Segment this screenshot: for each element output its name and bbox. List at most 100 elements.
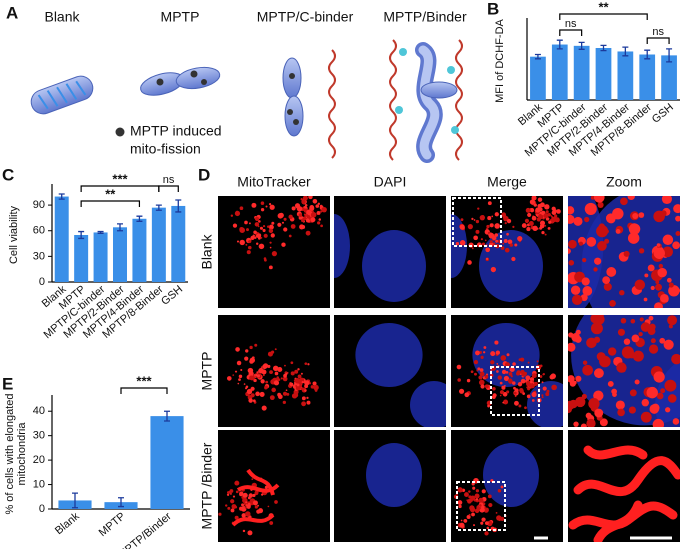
mito-spot	[458, 388, 465, 394]
mito-spot	[256, 233, 262, 239]
mito-spot	[475, 350, 480, 356]
mito-spot	[538, 215, 540, 218]
mito-spot	[544, 224, 547, 227]
mito-spot	[472, 486, 476, 490]
mito-spot	[483, 351, 486, 354]
mito-spot	[272, 365, 279, 372]
mito-spot	[317, 221, 321, 225]
mito-spot	[518, 358, 522, 362]
mito-spot	[291, 206, 296, 211]
mito-spot	[242, 492, 248, 498]
image	[568, 315, 680, 427]
mito-spot	[473, 360, 479, 365]
mito-spot	[667, 315, 678, 326]
mito-spot	[289, 382, 294, 387]
mito-spot	[270, 233, 275, 238]
mito-spot	[306, 209, 312, 215]
mito-spot	[490, 374, 492, 376]
mito-spot	[655, 280, 660, 285]
mito-spot	[480, 384, 485, 389]
mito-spot	[319, 204, 323, 208]
mito-spot	[573, 421, 579, 427]
mito-spot	[301, 401, 307, 407]
bar	[639, 54, 656, 100]
mito-spot	[268, 228, 274, 234]
mito-spot	[623, 250, 630, 257]
mito-spot	[317, 202, 321, 206]
mito-spot	[672, 418, 680, 425]
mito-spot	[526, 382, 531, 387]
mito-spot	[494, 223, 500, 229]
mito-spot	[264, 485, 268, 489]
column-header: Zoom	[606, 174, 642, 190]
bar	[113, 227, 127, 282]
mito-spot	[621, 346, 635, 359]
mito-spot	[503, 375, 510, 382]
mito-spot	[578, 241, 584, 246]
mito-spot	[271, 221, 275, 225]
mito-spot	[533, 203, 537, 207]
mito-spot	[527, 387, 531, 391]
bar	[595, 48, 612, 100]
mito-spot	[310, 217, 316, 223]
mito-spot	[232, 223, 238, 228]
mito-spot	[499, 390, 505, 395]
mito-spot	[298, 216, 303, 220]
mito-spot	[607, 347, 617, 356]
bar	[151, 207, 166, 282]
mito-spot	[568, 342, 576, 352]
mito-spot	[502, 391, 508, 397]
mito-spot	[281, 221, 285, 224]
mito-spot	[604, 238, 610, 244]
mito-spot	[524, 406, 527, 410]
mito-spot	[297, 374, 302, 379]
nucleus	[479, 230, 543, 302]
mito-spot	[503, 399, 509, 405]
mito-spot	[310, 385, 315, 389]
mito-spot	[239, 239, 245, 246]
mito-spot	[479, 371, 485, 377]
mito-spot	[304, 203, 308, 207]
mito-spot	[304, 362, 308, 366]
micrograph	[218, 315, 330, 427]
mito-spot	[617, 328, 625, 336]
mito-spot	[649, 404, 660, 414]
mito-spot	[511, 256, 516, 262]
mito-spot	[500, 516, 505, 521]
mito-spot	[550, 215, 553, 217]
mito-spot	[506, 218, 512, 224]
mito-spot	[662, 234, 674, 246]
mito-spot	[629, 389, 637, 397]
mito-spot	[523, 371, 527, 376]
mito-spot	[531, 399, 535, 402]
bar	[551, 44, 568, 100]
mito-spot	[655, 283, 662, 291]
mito-spot	[313, 384, 319, 391]
micrographs	[218, 196, 680, 542]
mito-spot	[296, 383, 300, 387]
mito-spot	[481, 505, 485, 509]
zoom-box	[452, 197, 502, 247]
error-bar	[622, 46, 629, 57]
mito-spot	[469, 507, 476, 513]
mito-spot	[241, 503, 245, 507]
significance-label: ns	[163, 174, 175, 186]
mito-spot	[253, 378, 257, 383]
column-header: Merge	[487, 174, 527, 190]
micrograph	[451, 315, 563, 427]
panel-a-art	[30, 39, 463, 163]
bar	[150, 416, 184, 509]
mito-spot	[477, 367, 481, 371]
mito-spot	[262, 374, 265, 377]
mito-spot	[234, 210, 241, 217]
mito-spot	[633, 352, 638, 357]
panel-label: C	[2, 165, 14, 184]
mito-spot	[467, 224, 473, 230]
y-tick-label: 30	[33, 250, 45, 262]
mito-spot	[269, 395, 275, 401]
mito-spot	[582, 364, 593, 376]
mito-spot	[660, 210, 667, 217]
mito-spot	[237, 382, 240, 385]
mito-spot	[300, 387, 304, 391]
